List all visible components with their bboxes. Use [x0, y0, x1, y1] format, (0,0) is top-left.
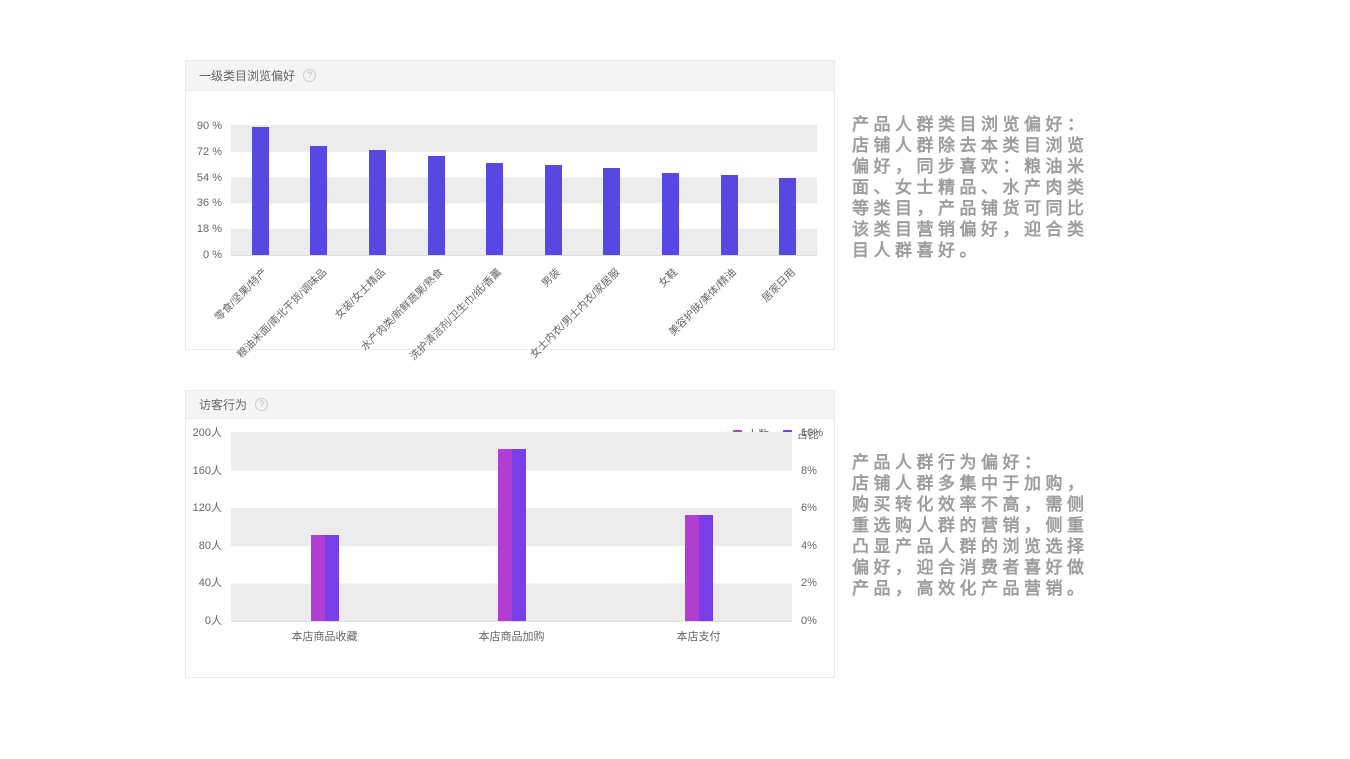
note-line: 产品人群行为偏好： [852, 453, 1046, 472]
behavior-card-header: 访客行为 ? [186, 391, 834, 419]
note-line: 产品，高效化产品营销。 [852, 579, 1089, 598]
x-axis-label: 女装/女士精品 [332, 266, 388, 322]
bars-layer [231, 433, 792, 621]
note-line: 偏好，同步喜欢：粮油米 [852, 157, 1089, 176]
bar-cell [231, 126, 290, 255]
right-axis-tick: 4% [801, 539, 817, 552]
x-axis-label: 本店商品收藏 [291, 631, 358, 643]
right-axis-tick: 0% [801, 615, 817, 627]
note-line: 重选购人群的营销，侧重 [852, 516, 1089, 535]
note-line: 面、女士精品、水产肉类 [852, 178, 1089, 197]
bar-cell [407, 126, 466, 255]
left-axis-tick: 0人 [204, 615, 222, 627]
right-axis-tick: 6% [801, 502, 817, 515]
x-axis-label: 女鞋 [657, 266, 681, 290]
x-label-slot: 本店商品加购 [418, 621, 605, 644]
bar-cell [583, 126, 642, 255]
left-axis-tick: 120人 [192, 502, 222, 515]
category-bar[interactable] [486, 163, 504, 255]
y-axis-tick: 90 % [196, 120, 222, 132]
bar-cell [524, 126, 583, 255]
bar-group-cell [418, 433, 605, 621]
note-line: 店铺人群除去本类目浏览 [852, 136, 1089, 155]
note-line: 产品人群类目浏览偏好： [852, 115, 1089, 134]
note-line: 购买转化效率不高，需侧 [852, 495, 1089, 514]
note-line: 店铺人群多集中于加购， [852, 474, 1089, 493]
category-preference-card: 一级类目浏览偏好 ? 0 % 18 % 36 % 54 % 72 % 90 % 零食/坚果/… [185, 60, 835, 363]
bar-cell [290, 126, 349, 255]
category-card-header: 一级类目浏览偏好 ? [186, 61, 834, 91]
x-label-slot: 本店支付 [605, 621, 792, 644]
count-bar[interactable] [497, 448, 512, 621]
category-bar[interactable] [720, 174, 738, 255]
category-bar-chart: 0 % 18 % 36 % 54 % 72 % 90 % 零食/坚果/特产 粮油米面/南北干货… [197, 120, 817, 363]
bar-cell [700, 126, 759, 255]
count-bar[interactable] [310, 534, 325, 621]
bar-cell [348, 126, 407, 255]
behavior-chart-title: 访客行为 [199, 398, 248, 412]
category-insight-note: 产品人群类目浏览偏好： 店铺人群除去本类目浏览 偏好，同步喜欢：粮油米 面、女士精品、… [852, 114, 1114, 261]
visitor-behavior-card: 访客行为 ? 人数占比 0人40人80人120人160人200人0%2%4%6%… [185, 390, 835, 678]
category-bar[interactable] [779, 177, 797, 255]
help-icon[interactable]: ? [303, 69, 317, 82]
y-axis-tick: 36 % [196, 197, 222, 210]
count-bar[interactable] [684, 514, 699, 621]
behavior-insight-note: 产品人群行为偏好： 店铺人群多集中于加购， 购买转化效率不高，需侧 重选购人群的营销，… [852, 452, 1114, 599]
bar-cell [641, 126, 700, 255]
help-icon[interactable]: ? [255, 398, 269, 411]
x-axis-label: 本店商品加购 [478, 631, 545, 643]
note-line: 偏好，迎合消费者喜好做 [852, 558, 1089, 577]
legend-label: 占比 [797, 429, 819, 441]
bar-group [684, 433, 713, 621]
bar-cell [465, 126, 524, 255]
x-axis-label: 零食/坚果/特产 [213, 266, 271, 324]
ratio-bar[interactable] [324, 534, 339, 621]
category-bar[interactable] [661, 173, 679, 255]
x-axis-labels: 本店商品收藏 本店商品加购 本店支付 [231, 621, 792, 644]
bar-group [497, 433, 526, 621]
note-line: 该类目营销偏好，迎合类 [852, 220, 1089, 239]
bar-group-cell [231, 433, 418, 621]
bar-group-cell [605, 433, 792, 621]
right-axis-tick: 2% [801, 577, 817, 590]
ratio-bar[interactable] [511, 448, 526, 621]
bar-group [310, 433, 339, 621]
category-bar[interactable] [544, 164, 562, 255]
note-line: 目人群喜好。 [852, 241, 981, 260]
category-bar[interactable] [427, 156, 445, 255]
x-axis-label: 男装 [539, 266, 564, 290]
bars-layer [231, 126, 817, 255]
note-line: 凸显产品人群的浏览选择 [852, 537, 1089, 556]
behavior-bar-chart: 0人 40人 80人 120人 160人 200人 0% 2% 4% 6% 8% 10% 本店商品收藏本… [193, 427, 823, 643]
x-axis-label: 居家日用 [759, 266, 798, 305]
left-axis-tick: 200人 [192, 427, 222, 439]
category-chart-title: 一级类目浏览偏好 [199, 69, 296, 83]
y-axis-tick: 54 % [196, 171, 222, 184]
x-label-slot: 本店商品收藏 [231, 621, 418, 644]
category-bar[interactable] [251, 127, 269, 255]
ratio-bar[interactable] [698, 514, 713, 621]
category-bar[interactable] [310, 146, 328, 255]
bar-cell [758, 126, 817, 255]
x-axis-label: 本店支付 [676, 631, 721, 643]
category-bar[interactable] [368, 150, 386, 255]
note-line: 等类目，产品铺货可同比 [852, 199, 1089, 218]
left-axis-tick: 40人 [198, 577, 222, 590]
y-axis-tick: 72 % [196, 145, 222, 158]
right-axis-tick: 10% [801, 427, 824, 439]
y-axis-tick: 18 % [196, 223, 222, 236]
right-axis-tick: 8% [801, 464, 817, 477]
y-axis-tick: 0 % [203, 249, 222, 261]
category-bar[interactable] [603, 167, 621, 255]
left-axis-tick: 80人 [198, 539, 222, 552]
left-axis-tick: 160人 [192, 464, 222, 477]
